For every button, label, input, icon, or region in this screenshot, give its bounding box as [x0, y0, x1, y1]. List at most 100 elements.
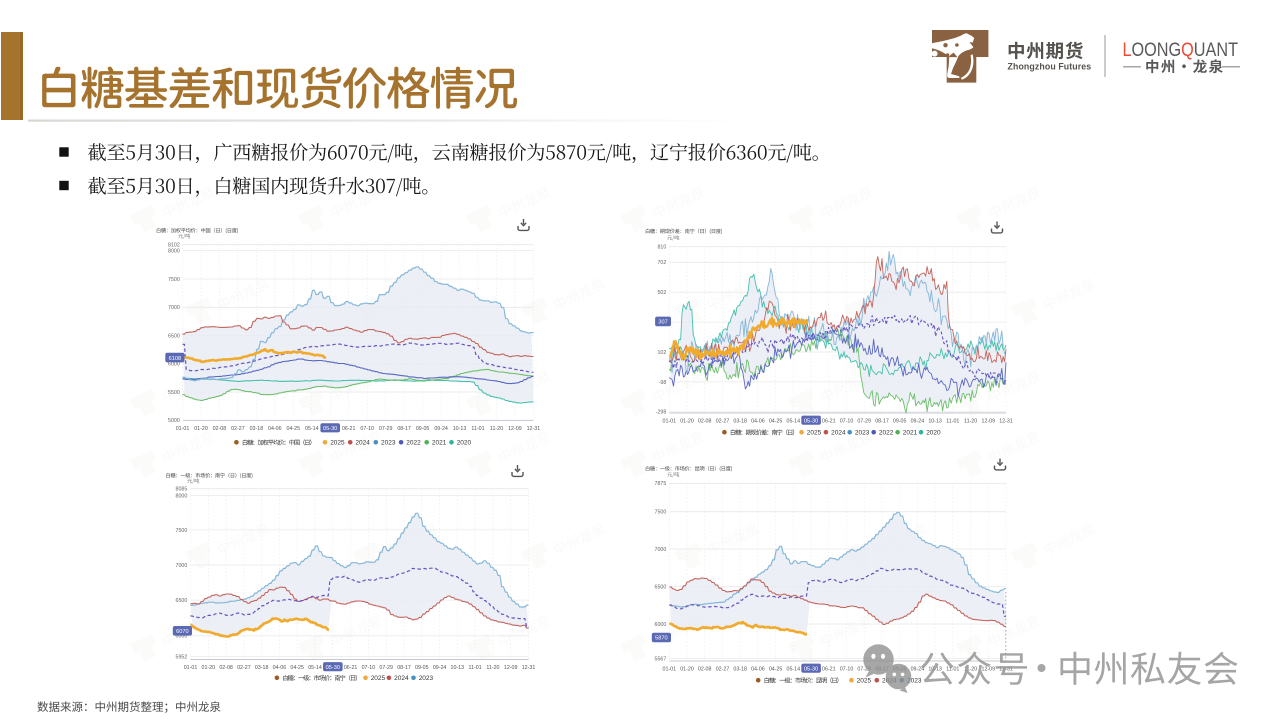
svg-text:5567: 5567	[655, 656, 667, 662]
svg-text:2025: 2025	[857, 678, 872, 685]
svg-text:11-01: 11-01	[946, 666, 959, 672]
svg-text:04-25: 04-25	[287, 426, 301, 432]
svg-text:01-20: 01-20	[680, 418, 694, 424]
svg-text:11-01: 11-01	[946, 418, 959, 424]
svg-text:2024: 2024	[394, 675, 409, 682]
svg-text:01-20: 01-20	[194, 426, 208, 432]
svg-text:04-25: 04-25	[769, 666, 783, 672]
svg-text:09-24: 09-24	[433, 665, 447, 671]
svg-text:04-06: 04-06	[751, 666, 765, 672]
svg-text:05-14: 05-14	[308, 665, 322, 671]
svg-text:-298: -298	[656, 410, 667, 416]
svg-text:12-31: 12-31	[522, 665, 536, 671]
svg-text:11-20: 11-20	[964, 666, 977, 672]
svg-text:12-09: 12-09	[508, 426, 522, 432]
svg-text:5500: 5500	[168, 390, 180, 396]
svg-text:05-14: 05-14	[305, 426, 319, 432]
svg-text:09-05: 09-05	[893, 418, 907, 424]
svg-text:04-25: 04-25	[290, 665, 304, 671]
svg-text:01-20: 01-20	[680, 666, 694, 672]
svg-text:502: 502	[657, 290, 666, 296]
svg-text:2020: 2020	[457, 440, 472, 447]
svg-text:5870: 5870	[655, 636, 667, 642]
svg-text:06-21: 06-21	[342, 426, 356, 432]
svg-text:7875: 7875	[655, 481, 667, 487]
svg-text:03-18: 03-18	[733, 418, 747, 424]
svg-text:04-25: 04-25	[769, 418, 783, 424]
svg-text:04-06: 04-06	[268, 426, 282, 432]
svg-text:10-13: 10-13	[928, 418, 942, 424]
svg-text:2023: 2023	[855, 430, 870, 437]
svg-text:810: 810	[657, 245, 666, 251]
svg-text:05-14: 05-14	[787, 666, 801, 672]
svg-text:04-06: 04-06	[273, 665, 287, 671]
svg-text:2021: 2021	[903, 430, 918, 437]
svg-text:07-10: 07-10	[362, 665, 376, 671]
svg-text:6070: 6070	[176, 629, 188, 635]
svg-text:02-08: 02-08	[213, 426, 227, 432]
svg-text:6500: 6500	[655, 585, 667, 591]
svg-text:03-18: 03-18	[250, 426, 264, 432]
svg-text:2025: 2025	[371, 675, 386, 682]
svg-text:08-17: 08-17	[875, 418, 889, 424]
svg-text:01-01: 01-01	[663, 418, 677, 424]
svg-text:02-27: 02-27	[237, 665, 251, 671]
svg-text:7500: 7500	[655, 510, 667, 516]
svg-text:04-06: 04-06	[751, 418, 765, 424]
svg-text:5952: 5952	[176, 654, 188, 660]
svg-text:7000: 7000	[168, 305, 180, 311]
svg-text:2022: 2022	[406, 440, 421, 447]
svg-text:12-09: 12-09	[982, 666, 996, 672]
svg-text:02-27: 02-27	[231, 426, 245, 432]
svg-text:6000: 6000	[168, 362, 180, 368]
svg-text:08-17: 08-17	[397, 426, 411, 432]
svg-text:12-31: 12-31	[527, 426, 541, 432]
svg-text:-98: -98	[659, 380, 667, 386]
svg-text:6000: 6000	[176, 634, 188, 640]
svg-text:11-20: 11-20	[964, 418, 977, 424]
svg-text:10-13: 10-13	[451, 665, 465, 671]
svg-text:05-30: 05-30	[804, 419, 818, 425]
svg-text:01-01: 01-01	[176, 426, 190, 432]
svg-text:2020: 2020	[926, 430, 941, 437]
svg-text:12-31: 12-31	[999, 666, 1013, 672]
svg-text:6000: 6000	[655, 622, 667, 628]
svg-text:2023: 2023	[419, 675, 434, 682]
svg-text:102: 102	[657, 350, 666, 356]
svg-text:12-09: 12-09	[982, 418, 996, 424]
svg-text:5000: 5000	[168, 418, 180, 424]
svg-text:02-08: 02-08	[698, 418, 712, 424]
svg-text:02-08: 02-08	[219, 665, 233, 671]
svg-text:11-20: 11-20	[490, 426, 503, 432]
svg-text:08-17: 08-17	[397, 665, 411, 671]
svg-text:07-29: 07-29	[379, 426, 393, 432]
svg-text:11-20: 11-20	[486, 665, 499, 671]
svg-text:7500: 7500	[176, 528, 188, 534]
svg-text:7000: 7000	[655, 547, 667, 553]
svg-text:09-24: 09-24	[434, 426, 448, 432]
svg-text:03-18: 03-18	[255, 665, 269, 671]
svg-text:01-20: 01-20	[202, 665, 216, 671]
svg-text:05-30: 05-30	[323, 426, 337, 432]
svg-text:6108: 6108	[169, 356, 181, 362]
svg-text:12-31: 12-31	[999, 418, 1013, 424]
svg-text:07-29: 07-29	[857, 666, 871, 672]
svg-text:2023: 2023	[381, 440, 396, 447]
svg-text:6500: 6500	[168, 333, 180, 339]
svg-text:09-24: 09-24	[911, 418, 925, 424]
svg-text:07-10: 07-10	[840, 418, 854, 424]
svg-text:2022: 2022	[879, 430, 894, 437]
svg-text:8102: 8102	[168, 243, 180, 249]
svg-text:7500: 7500	[168, 277, 180, 283]
svg-text:7000: 7000	[176, 563, 188, 569]
svg-text:09-24: 09-24	[911, 666, 925, 672]
svg-text:07-29: 07-29	[379, 665, 393, 671]
svg-text:307: 307	[658, 320, 667, 326]
svg-text:01-01: 01-01	[663, 666, 677, 672]
svg-text:8085: 8085	[176, 487, 188, 493]
svg-text:10-13: 10-13	[453, 426, 467, 432]
svg-text:12-09: 12-09	[504, 665, 518, 671]
svg-text:11-01: 11-01	[469, 665, 482, 671]
svg-text:02-27: 02-27	[716, 418, 730, 424]
svg-text:8000: 8000	[168, 248, 180, 254]
